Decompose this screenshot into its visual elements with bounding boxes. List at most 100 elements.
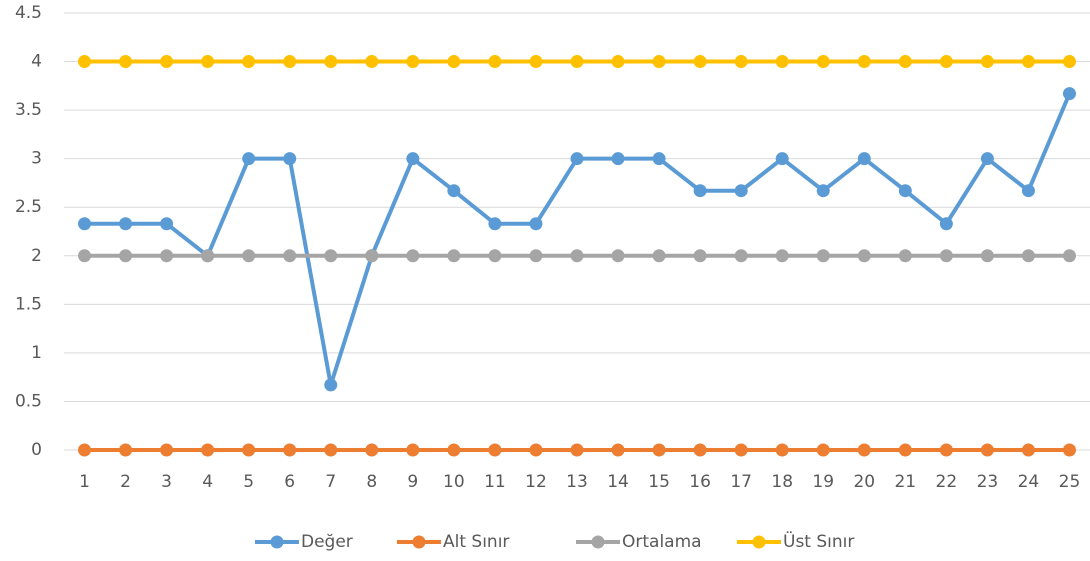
data-point [201, 55, 215, 69]
data-point [160, 55, 174, 69]
data-point [324, 443, 338, 457]
data-point [201, 443, 215, 457]
data-point [1021, 249, 1035, 263]
data-point [160, 249, 174, 263]
y-tick-label: 3.5 [15, 100, 42, 120]
series-line [84, 92, 1072, 387]
data-point [242, 249, 256, 263]
x-tick-label: 14 [607, 472, 629, 492]
legend-marker [752, 535, 766, 549]
x-tick-label: 13 [566, 472, 588, 492]
data-point [324, 249, 338, 263]
data-point [160, 443, 174, 457]
data-point [980, 249, 994, 263]
x-tick-label: 7 [325, 472, 336, 492]
data-point [160, 217, 174, 231]
x-tick-label: 8 [366, 472, 377, 492]
data-point [283, 249, 297, 263]
data-point [734, 443, 748, 457]
data-point [283, 152, 297, 166]
data-point [898, 55, 912, 69]
data-point [734, 184, 748, 198]
x-tick-label: 5 [243, 472, 254, 492]
data-point [734, 249, 748, 263]
data-point [406, 443, 420, 457]
data-point [693, 249, 707, 263]
data-point [1062, 87, 1076, 101]
data-point [283, 443, 297, 457]
data-point [980, 152, 994, 166]
data-point [78, 55, 92, 69]
x-tick-label: 23 [977, 472, 999, 492]
data-point [529, 217, 543, 231]
x-tick-label: 11 [484, 472, 506, 492]
data-point [488, 55, 502, 69]
data-point [693, 55, 707, 69]
data-point [693, 443, 707, 457]
data-point [1021, 184, 1035, 198]
x-tick-label: 6 [284, 472, 295, 492]
data-point [365, 249, 379, 263]
data-point [693, 184, 707, 198]
data-point [775, 249, 789, 263]
data-point [78, 443, 92, 457]
x-tick-label: 2 [120, 472, 131, 492]
data-point [611, 249, 625, 263]
data-point [1021, 55, 1035, 69]
data-point [1062, 55, 1076, 69]
x-tick-label: 20 [853, 472, 875, 492]
data-point [898, 249, 912, 263]
data-point [447, 184, 461, 198]
data-point [775, 152, 789, 166]
data-point [488, 217, 502, 231]
data-point [1062, 443, 1076, 457]
x-tick-label: 17 [730, 472, 752, 492]
x-tick-label: 21 [894, 472, 916, 492]
data-point [857, 55, 871, 69]
data-point [652, 152, 666, 166]
data-point [78, 249, 92, 263]
data-point [898, 184, 912, 198]
data-point [939, 249, 953, 263]
data-point [611, 55, 625, 69]
data-point [119, 217, 133, 231]
data-point [201, 249, 215, 263]
data-point [611, 443, 625, 457]
data-point [857, 443, 871, 457]
data-point [857, 249, 871, 263]
x-tick-label: 16 [689, 472, 711, 492]
data-point [1021, 443, 1035, 457]
data-point [1062, 249, 1076, 263]
y-tick-label: 4.5 [15, 3, 42, 23]
data-point [447, 55, 461, 69]
data-point [365, 443, 379, 457]
data-point [816, 184, 830, 198]
y-tick-label: 2.5 [15, 197, 42, 217]
data-point [816, 249, 830, 263]
data-point [570, 55, 584, 69]
x-tick-label: 10 [443, 472, 465, 492]
x-tick-label: 12 [525, 472, 547, 492]
legend-label: Alt Sınır [443, 532, 509, 552]
y-tick-label: 2 [31, 246, 42, 266]
legend-label: Ortalama [622, 532, 702, 552]
y-tick-label: 1.5 [15, 294, 42, 314]
y-tick-label: 0 [31, 440, 42, 460]
legend-label: Üst Sınır [783, 530, 854, 552]
data-point [529, 249, 543, 263]
data-point [529, 443, 543, 457]
data-point [365, 55, 379, 69]
data-point [242, 152, 256, 166]
data-point [816, 443, 830, 457]
data-point [652, 443, 666, 457]
data-point [529, 55, 543, 69]
data-point [119, 249, 133, 263]
data-point [734, 55, 748, 69]
data-point [611, 152, 625, 166]
x-tick-label: 22 [936, 472, 958, 492]
data-point [447, 443, 461, 457]
data-point [980, 443, 994, 457]
data-point [242, 55, 256, 69]
data-point [898, 443, 912, 457]
